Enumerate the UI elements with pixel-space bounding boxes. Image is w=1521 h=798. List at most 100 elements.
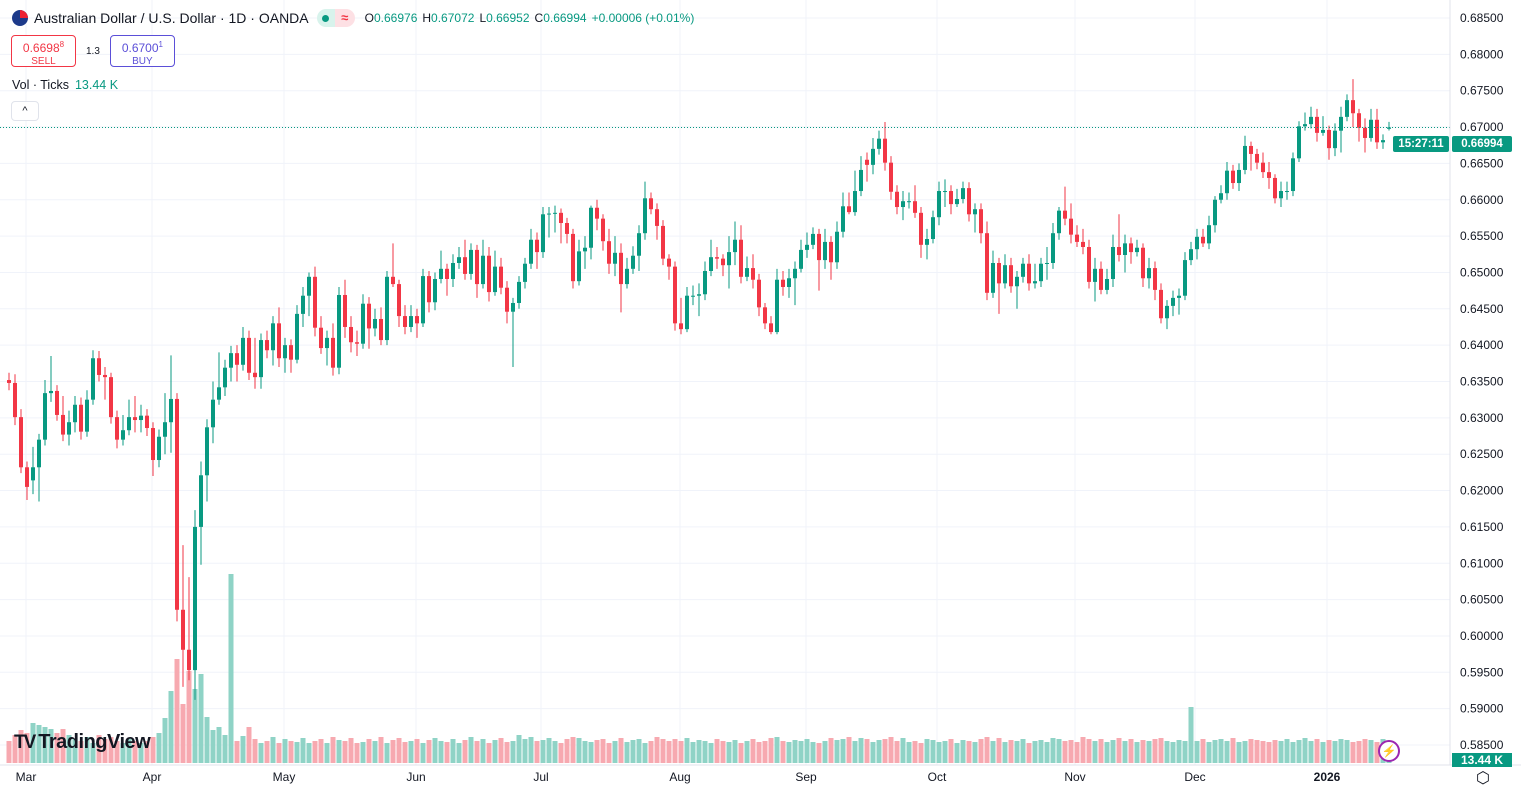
volume-bar (348, 738, 354, 763)
candle (1183, 252, 1187, 301)
volume-bar (30, 723, 36, 763)
volume-bar (156, 733, 162, 763)
candle (883, 121, 887, 171)
volume-legend[interactable]: Vol · Ticks 13.44 K (12, 78, 118, 92)
candle-body (307, 276, 311, 296)
volume-bar (324, 743, 330, 763)
close-label: C (534, 11, 544, 25)
volume-bar (774, 737, 780, 763)
volume-bar (870, 742, 876, 763)
volume-bar (546, 738, 552, 763)
volume-bar (228, 574, 234, 763)
volume-bar (1032, 741, 1038, 763)
market-open-icon[interactable] (316, 9, 335, 27)
volume-bar (1020, 739, 1026, 763)
volume-bar (144, 741, 150, 763)
candle (619, 243, 623, 313)
candle-body (613, 252, 617, 264)
volume-bar (336, 740, 342, 763)
candle-body (709, 257, 713, 271)
low-value: 0.66952 (486, 11, 530, 25)
candle-body (1147, 268, 1151, 279)
price-tick-label: 0.65000 (1460, 265, 1504, 279)
candle-body (241, 337, 245, 365)
candle (181, 545, 185, 687)
volume-bar (900, 738, 906, 763)
candle (1231, 164, 1235, 189)
time-axis[interactable]: Mar Apr May Jun Jul Aug Sep Oct Nov Dec 2026 (16, 770, 1341, 784)
volume-bar (732, 740, 738, 763)
buy-price: 0.6700 (121, 41, 159, 55)
candle (265, 330, 269, 359)
candle-body (427, 276, 431, 303)
volume-bar (1116, 738, 1122, 763)
volume-bar (426, 740, 432, 763)
status-badges[interactable]: ≈ (316, 9, 355, 27)
candle-body (1159, 289, 1163, 319)
volume-bar (456, 743, 462, 763)
candle (451, 254, 455, 287)
candle (1141, 243, 1145, 287)
volume-bar (1224, 741, 1230, 763)
price-tick-label: 0.64500 (1460, 302, 1504, 316)
candle (445, 263, 449, 296)
candle-body (493, 266, 497, 293)
candle (25, 461, 29, 501)
compare-icon[interactable]: ≈ (334, 9, 355, 27)
candle-body (1009, 265, 1013, 287)
buy-button[interactable]: 0.67001 BUY (109, 35, 175, 67)
time-tick-label: Oct (928, 770, 947, 784)
volume-bar (768, 738, 774, 763)
volume-bar (588, 742, 594, 763)
candle-body (667, 258, 671, 267)
candle-body (715, 257, 719, 259)
candle (1291, 152, 1295, 197)
collapse-legend-button[interactable]: ^ (11, 101, 39, 121)
volume-bar (648, 741, 654, 763)
volume-bar (1140, 740, 1146, 763)
candle (295, 305, 299, 364)
lightning-alert-icon[interactable]: ⚡ (1378, 740, 1400, 762)
candle (577, 239, 581, 286)
volume-bar (480, 739, 486, 763)
sell-button[interactable]: 0.66988 SELL (11, 35, 76, 67)
candle-body (799, 249, 803, 269)
volume-bar (1290, 742, 1296, 763)
tradingview-logo[interactable]: TV TradingView (14, 731, 151, 754)
volume-bar (258, 743, 264, 763)
price-tick-label: 0.59000 (1460, 702, 1504, 716)
volume-bar (810, 742, 816, 763)
candle (901, 191, 905, 221)
volume-bar (1182, 741, 1188, 763)
candle-body (823, 241, 827, 261)
candle (607, 228, 611, 274)
volume-bar (192, 689, 198, 763)
candle-body (805, 244, 809, 250)
symbol-title[interactable]: Australian Dollar / U.S. Dollar · 1D · O… (34, 10, 309, 26)
candle (925, 228, 929, 260)
candle-body (79, 404, 83, 432)
volume-bar (1344, 740, 1350, 763)
volume-bar (66, 735, 72, 763)
candle-body (1003, 265, 1007, 284)
candle-body (343, 294, 347, 327)
candle (301, 286, 305, 327)
candle-body (601, 218, 605, 242)
candle-body (649, 198, 653, 210)
volume-bar (402, 742, 408, 763)
candle (1093, 257, 1097, 302)
volume-bar (366, 739, 372, 763)
candle (649, 192, 653, 215)
price-axis[interactable]: 0.68500 0.68000 0.67500 0.67000 0.66500 0.660… (1460, 11, 1504, 752)
volume-bars (6, 574, 1392, 763)
candle-body (49, 390, 53, 394)
candle (1237, 163, 1241, 192)
candle (829, 236, 833, 280)
volume-bar (996, 738, 1002, 763)
price-tick-label: 0.62000 (1460, 484, 1504, 498)
chart-settings-icon[interactable]: ⬡ (1476, 770, 1490, 787)
candle-body (415, 316, 419, 324)
candle-body (1075, 234, 1079, 242)
candle (79, 397, 83, 440)
